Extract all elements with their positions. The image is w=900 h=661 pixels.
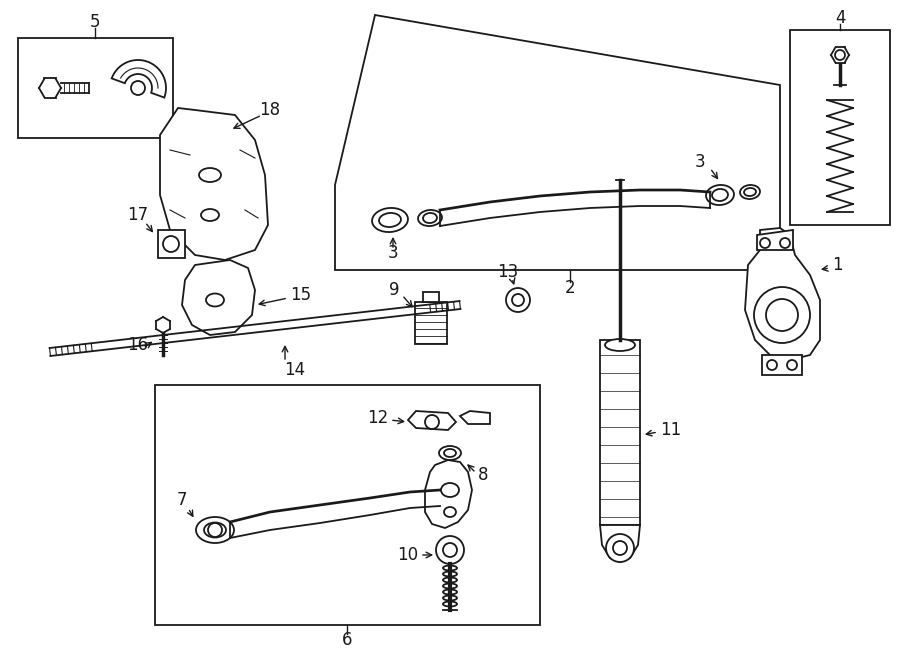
Circle shape xyxy=(131,81,145,95)
Text: 6: 6 xyxy=(342,631,352,649)
Text: 16: 16 xyxy=(128,336,148,354)
Polygon shape xyxy=(745,228,820,360)
Text: 14: 14 xyxy=(284,361,306,379)
Text: 11: 11 xyxy=(660,421,681,439)
Text: 5: 5 xyxy=(90,13,100,31)
Ellipse shape xyxy=(204,522,226,537)
Circle shape xyxy=(787,360,797,370)
Circle shape xyxy=(425,415,439,429)
Text: 12: 12 xyxy=(367,409,388,427)
Circle shape xyxy=(613,541,627,555)
Ellipse shape xyxy=(372,208,408,232)
Polygon shape xyxy=(757,230,793,250)
Polygon shape xyxy=(335,15,780,270)
Circle shape xyxy=(767,360,777,370)
Circle shape xyxy=(754,287,810,343)
Polygon shape xyxy=(158,230,185,258)
Text: 4: 4 xyxy=(835,9,845,27)
Circle shape xyxy=(506,288,530,312)
Text: 9: 9 xyxy=(390,281,400,299)
Circle shape xyxy=(835,50,845,60)
Text: 18: 18 xyxy=(259,101,281,119)
Text: 2: 2 xyxy=(564,279,575,297)
Polygon shape xyxy=(425,460,472,528)
Text: 17: 17 xyxy=(128,206,148,224)
Ellipse shape xyxy=(706,185,734,205)
Ellipse shape xyxy=(740,185,760,199)
Ellipse shape xyxy=(439,446,461,460)
Bar xyxy=(790,30,890,225)
Circle shape xyxy=(606,534,634,562)
Circle shape xyxy=(436,536,464,564)
Bar xyxy=(415,302,447,344)
Circle shape xyxy=(208,523,222,537)
Text: 7: 7 xyxy=(176,491,187,509)
Text: 8: 8 xyxy=(478,466,489,484)
Ellipse shape xyxy=(379,213,401,227)
Text: 3: 3 xyxy=(695,153,706,171)
Polygon shape xyxy=(160,108,268,260)
Ellipse shape xyxy=(605,339,635,351)
Polygon shape xyxy=(112,60,166,98)
Ellipse shape xyxy=(444,449,456,457)
Circle shape xyxy=(780,238,790,248)
Circle shape xyxy=(443,543,457,557)
Bar xyxy=(600,340,640,525)
Circle shape xyxy=(163,236,179,252)
Circle shape xyxy=(766,299,798,331)
Ellipse shape xyxy=(744,188,756,196)
Text: 13: 13 xyxy=(498,263,518,281)
Ellipse shape xyxy=(196,517,234,543)
Text: 10: 10 xyxy=(397,546,418,564)
Bar xyxy=(155,385,540,625)
Polygon shape xyxy=(762,355,802,375)
Circle shape xyxy=(760,238,770,248)
Text: 15: 15 xyxy=(290,286,311,304)
Ellipse shape xyxy=(423,213,437,223)
Bar xyxy=(18,38,173,138)
Ellipse shape xyxy=(418,210,442,226)
Circle shape xyxy=(512,294,524,306)
Text: 1: 1 xyxy=(832,256,842,274)
Polygon shape xyxy=(460,411,490,424)
Polygon shape xyxy=(408,411,456,430)
Ellipse shape xyxy=(712,189,728,201)
Polygon shape xyxy=(600,525,640,562)
Text: 3: 3 xyxy=(388,244,399,262)
Bar xyxy=(423,292,439,302)
Polygon shape xyxy=(182,260,255,335)
